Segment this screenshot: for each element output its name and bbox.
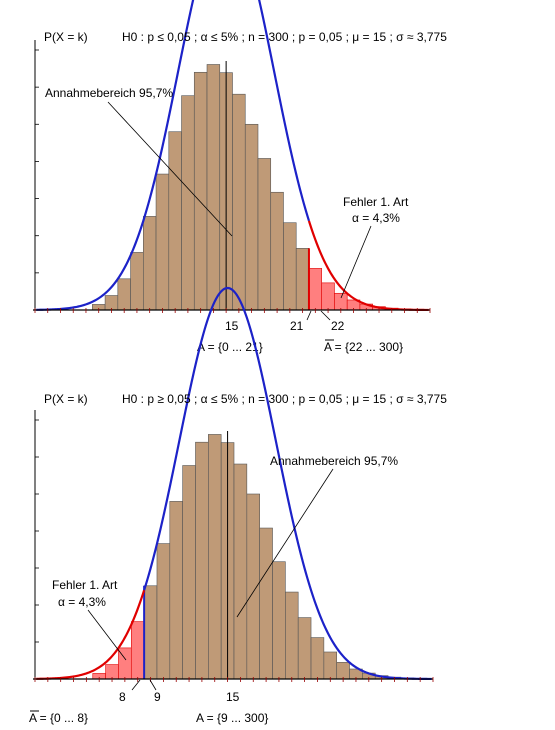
normal-curve-rejection bbox=[36, 589, 146, 680]
acceptance-set: A = {0 ... 21} bbox=[197, 340, 263, 354]
bar-k-19 bbox=[272, 561, 286, 680]
bar-k-13 bbox=[193, 71, 208, 311]
bar-k-23 bbox=[321, 282, 335, 311]
chart-panel-left-tailed: P(X = k) H0 : p ≥ 0,05 ; α ≤ 5% ; n = 30… bbox=[29, 286, 447, 725]
bar-k-9 bbox=[143, 216, 157, 311]
acceptance-region-label: Annahmebereich 95,7% bbox=[45, 86, 173, 100]
alpha-value-label: α = 4,3% bbox=[352, 211, 400, 225]
bar-k-6 bbox=[104, 295, 119, 311]
bar-k-19 bbox=[270, 191, 284, 311]
chart-panel-right-tailed: P(X = k) H0 : p ≤ 0,05 ; α ≤ 5% ; n = 30… bbox=[33, 0, 447, 354]
acceptance-pointer-line bbox=[236, 468, 334, 618]
bar-k-23 bbox=[323, 651, 338, 680]
tick-label-21: 21 bbox=[290, 319, 304, 333]
bar-k-17 bbox=[244, 123, 259, 311]
normal-curve-acceptance bbox=[143, 286, 432, 681]
bar-k-20 bbox=[283, 222, 297, 311]
bar-k-24 bbox=[336, 662, 350, 680]
bar-k-22 bbox=[310, 637, 325, 680]
rejection-set: A = {0 ... 8} bbox=[29, 711, 88, 725]
bar-k-13 bbox=[195, 441, 209, 680]
bar-group bbox=[92, 430, 415, 680]
tick-label-15: 15 bbox=[226, 690, 240, 704]
acceptance-pointer-line bbox=[107, 101, 233, 237]
normal-curve-acceptance bbox=[36, 0, 311, 311]
bar-k-14 bbox=[206, 64, 221, 311]
bar-k-24 bbox=[334, 292, 348, 311]
y-axis-label: P(X = k) bbox=[44, 30, 88, 44]
curve-group bbox=[36, 286, 432, 681]
bar-k-10 bbox=[156, 543, 171, 680]
bar-k-18 bbox=[257, 158, 272, 311]
alpha-value-label: α = 4,3% bbox=[58, 595, 106, 609]
bar-k-14 bbox=[208, 434, 222, 680]
axes bbox=[33, 40, 431, 313]
bar-k-21 bbox=[297, 617, 312, 680]
chart-title: H0 : p ≥ 0,05 ; α ≤ 5% ; n = 300 ; p = 0… bbox=[122, 392, 447, 406]
acceptance-set: A = {9 ... 300} bbox=[196, 711, 268, 725]
tick-label-8: 8 bbox=[119, 690, 126, 704]
bar-k-6 bbox=[105, 664, 119, 680]
bar-k-16 bbox=[232, 93, 246, 311]
bar-k-8 bbox=[130, 252, 144, 311]
bar-k-12 bbox=[181, 95, 195, 311]
bar-group bbox=[92, 61, 412, 311]
error-type-label: Fehler 1. Art bbox=[343, 195, 409, 209]
error-pointer-line bbox=[87, 609, 127, 661]
bar-k-10 bbox=[155, 173, 170, 311]
bar-k-12 bbox=[182, 465, 196, 680]
bar-k-8 bbox=[130, 621, 145, 680]
bar-k-7 bbox=[117, 278, 131, 311]
bar-k-20 bbox=[285, 591, 299, 680]
tick-label-22: 22 bbox=[331, 319, 345, 333]
y-axis-label: P(X = k) bbox=[44, 392, 88, 406]
rejection-set: A = {22 ... 300} bbox=[324, 340, 403, 354]
tick-pointer-22 bbox=[320, 310, 331, 321]
bar-k-11 bbox=[168, 131, 182, 311]
acceptance-region-label: Annahmebereich 95,7% bbox=[270, 454, 398, 468]
tick-pointer-8 bbox=[131, 679, 141, 691]
bar-k-16 bbox=[233, 463, 248, 680]
tick-label-15: 15 bbox=[225, 319, 239, 333]
tick-label-9: 9 bbox=[154, 690, 161, 704]
tick-pointer-9 bbox=[149, 679, 157, 691]
bar-k-11 bbox=[169, 501, 183, 680]
bar-k-21 bbox=[295, 248, 310, 311]
bar-k-18 bbox=[259, 527, 273, 680]
bar-k-17 bbox=[246, 493, 260, 680]
error-type-label: Fehler 1. Art bbox=[52, 578, 118, 592]
bar-k-9 bbox=[143, 585, 158, 680]
error-pointer-line bbox=[340, 225, 372, 299]
axes bbox=[33, 410, 434, 682]
tick-pointer-21 bbox=[306, 310, 312, 321]
chart-title: H0 : p ≤ 0,05 ; α ≤ 5% ; n = 300 ; p = 0… bbox=[122, 30, 447, 44]
bar-k-22 bbox=[308, 268, 322, 311]
